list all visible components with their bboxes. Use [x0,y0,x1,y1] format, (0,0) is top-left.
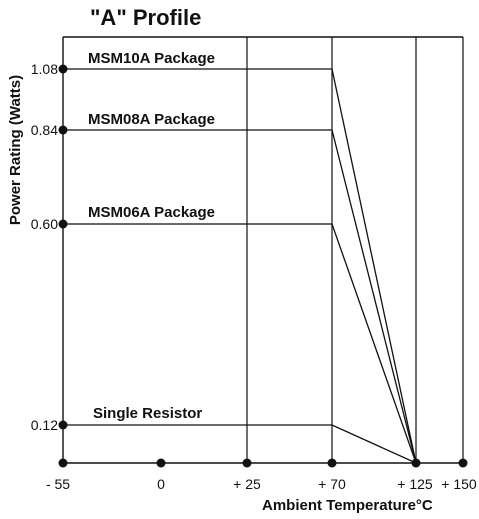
y-tick-marker [58,125,68,135]
y-tick-marker [58,219,68,229]
y-tick-label: 0.84 [31,122,58,138]
series-line [63,424,417,464]
y-axis-label: Power Rating (Watts) [7,75,24,225]
series-label: MSM06A Package [88,204,215,221]
x-tick-marker [156,458,166,468]
x-tick-marker [458,458,468,468]
x-axis-label: Ambient Temperature°C [262,497,433,514]
series-line [63,68,417,464]
x-tick-label: + 25 [233,476,261,492]
y-tick-label: 1.08 [31,61,58,77]
x-tick-label: + 70 [318,476,346,492]
x-tick-label: - 55 [46,476,70,492]
series-label: MSM08A Package [88,111,215,128]
series-line [63,223,417,464]
y-tick-label: 0.60 [31,216,58,232]
x-tick-marker [58,458,68,468]
x-tick-label: + 150 [441,476,477,492]
y-tick-label: 0.12 [31,417,58,433]
series-label: MSM10A Package [88,50,215,67]
x-tick-marker [327,458,337,468]
label-group: - 55 0 + 25 + 70 + 125 + 150 1.08 0.84 0.60 0.12 M… [31,50,477,492]
x-tick-label: + 125 [397,476,433,492]
series-group [63,68,417,464]
y-tick-marker [58,64,68,74]
x-tick-marker [411,458,421,468]
plot-frame [62,36,464,464]
series-line [63,129,417,464]
chart-title: "A" Profile [90,5,201,30]
y-tick-marker [58,420,68,430]
series-label: Single Resistor [93,405,202,422]
x-tick-label: 0 [157,476,165,492]
x-tick-marker [242,458,252,468]
